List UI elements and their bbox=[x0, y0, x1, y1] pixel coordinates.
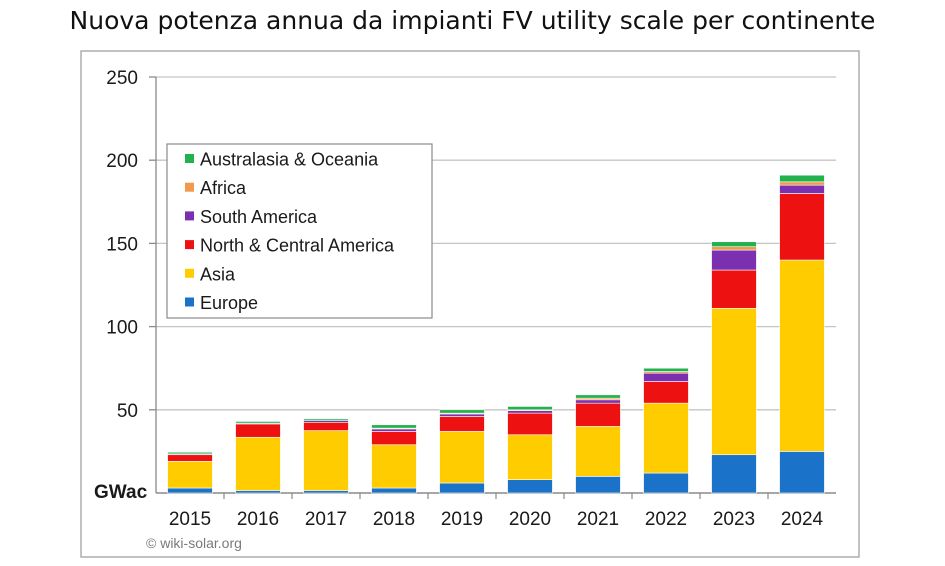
legend-swatch bbox=[185, 297, 194, 307]
bar-segment-asia-2023 bbox=[711, 307, 757, 456]
bar-segment-south-america-2021 bbox=[575, 399, 621, 404]
bar-segment-europe-2019 bbox=[439, 482, 485, 494]
bar-segment-north-central-america-2015 bbox=[167, 454, 213, 462]
bar-segment-south-america-2023 bbox=[711, 249, 757, 271]
x-tick-label: 2018 bbox=[373, 509, 415, 530]
bar-segment-australasia-oceania-2016 bbox=[235, 421, 281, 424]
bar-segment-australasia-oceania-2017 bbox=[303, 418, 349, 421]
bar-segment-australasia-oceania-2024 bbox=[779, 174, 825, 183]
y-axis-unit-label: GWac bbox=[94, 482, 148, 503]
x-axis-ticks: 2015 2016 2017 2018 2019 2020 2021 2022 2023 2024 bbox=[169, 493, 824, 530]
legend-swatch bbox=[185, 211, 194, 221]
y-tick-label: 200 bbox=[106, 151, 138, 172]
bar-segment-south-america-2018 bbox=[371, 428, 417, 432]
bar-segment-africa-2024 bbox=[779, 181, 825, 186]
bar-segment-asia-2022 bbox=[643, 402, 689, 474]
bar-segment-australasia-oceania-2021 bbox=[575, 394, 621, 399]
bar-segment-europe-2021 bbox=[575, 476, 621, 494]
bar-segment-south-america-2019 bbox=[439, 413, 485, 417]
bar-segment-australasia-oceania-2022 bbox=[643, 367, 689, 372]
legend-swatch bbox=[185, 182, 194, 192]
bar-segment-north-central-america-2019 bbox=[439, 416, 485, 432]
bar-segment-europe-2015 bbox=[167, 487, 213, 494]
bar-segment-australasia-oceania-2018 bbox=[371, 424, 417, 429]
bar-segment-north-central-america-2023 bbox=[711, 269, 757, 309]
x-tick-label: 2015 bbox=[169, 509, 211, 530]
bar-segment-asia-2020 bbox=[507, 434, 553, 480]
x-tick-label: 2017 bbox=[305, 509, 347, 530]
x-tick-label: 2019 bbox=[441, 509, 483, 530]
bar-segment-south-america-2022 bbox=[643, 372, 689, 382]
bar-segment-africa-2023 bbox=[711, 246, 757, 251]
bar-segment-asia-2018 bbox=[371, 444, 417, 489]
bar-segment-europe-2016 bbox=[235, 490, 281, 494]
bar-segment-australasia-oceania-2015 bbox=[167, 451, 213, 455]
bar-segment-europe-2018 bbox=[371, 487, 417, 494]
bar-segment-north-central-america-2017 bbox=[303, 421, 349, 431]
y-axis-ticks: 50 100 150 200 250 bbox=[106, 68, 138, 422]
legend-label: Africa bbox=[200, 178, 247, 198]
legend-swatch bbox=[185, 240, 194, 250]
legend: Australasia & Oceania Africa South America… bbox=[166, 143, 433, 319]
source-credit: © wiki-solar.org bbox=[146, 535, 242, 551]
legend-label: Australasia & Oceania bbox=[200, 150, 379, 170]
bar-segment-north-central-america-2022 bbox=[643, 381, 689, 404]
bar-segment-asia-2024 bbox=[779, 259, 825, 452]
legend-swatch bbox=[185, 154, 194, 163]
legend-box bbox=[166, 143, 433, 319]
x-tick-label: 2022 bbox=[645, 509, 687, 530]
bar-segment-australasia-oceania-2020 bbox=[507, 406, 553, 411]
bar-segment-asia-2015 bbox=[167, 461, 213, 489]
bar-segment-south-america-2020 bbox=[507, 410, 553, 414]
legend-label: Asia bbox=[200, 264, 236, 284]
x-tick-label: 2021 bbox=[577, 509, 619, 530]
bar-segment-south-america-2024 bbox=[779, 184, 825, 194]
x-tick-label: 2023 bbox=[713, 509, 755, 530]
bar-segment-europe-2022 bbox=[643, 472, 689, 494]
chart-title: Nuova potenza annua da impianti FV utili… bbox=[69, 6, 876, 35]
bar-segment-asia-2017 bbox=[303, 430, 349, 491]
bar-segment-asia-2021 bbox=[575, 426, 621, 477]
y-tick-label: 50 bbox=[117, 401, 138, 422]
bar-segment-north-central-america-2018 bbox=[371, 431, 417, 446]
bar-segment-europe-2023 bbox=[711, 454, 757, 494]
x-tick-label: 2024 bbox=[781, 509, 824, 530]
legend-swatch bbox=[185, 268, 194, 278]
bars bbox=[167, 174, 825, 494]
bar-segment-australasia-oceania-2023 bbox=[711, 241, 757, 248]
bar-segment-north-central-america-2020 bbox=[507, 412, 553, 436]
bar-segment-north-central-america-2024 bbox=[779, 193, 825, 261]
bar-segment-asia-2016 bbox=[235, 436, 281, 491]
legend-label: South America bbox=[200, 207, 318, 227]
bar-segment-australasia-oceania-2019 bbox=[439, 409, 485, 414]
bar-segment-europe-2017 bbox=[303, 490, 349, 494]
bar-segment-europe-2024 bbox=[779, 451, 825, 494]
bar-segment-north-central-america-2016 bbox=[235, 423, 281, 438]
y-tick-label: 100 bbox=[106, 318, 138, 339]
bar-segment-europe-2020 bbox=[507, 479, 553, 494]
bar-segment-north-central-america-2021 bbox=[575, 402, 621, 427]
legend-label: North & Central America bbox=[200, 236, 395, 256]
y-tick-label: 250 bbox=[106, 68, 138, 89]
x-tick-label: 2016 bbox=[237, 509, 279, 530]
x-tick-label: 2020 bbox=[509, 509, 551, 530]
legend-label: Europe bbox=[200, 293, 258, 313]
y-tick-label: 150 bbox=[106, 234, 138, 255]
bar-segment-asia-2019 bbox=[439, 431, 485, 484]
